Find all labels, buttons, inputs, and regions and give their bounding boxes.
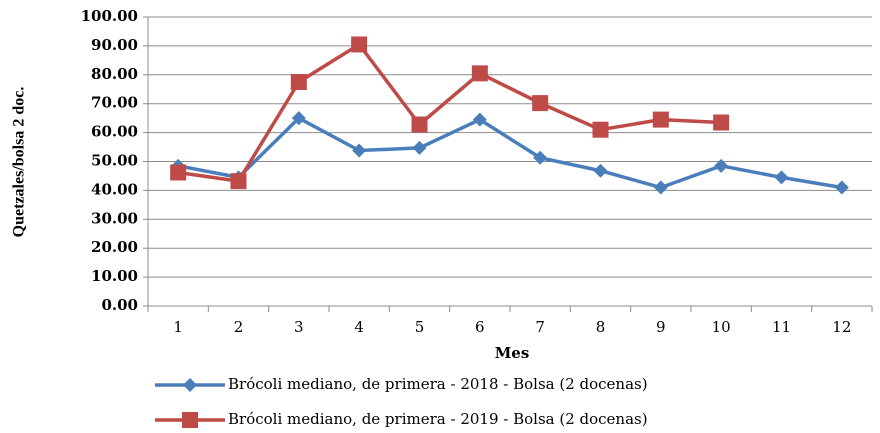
marker: [593, 163, 608, 178]
marker: [182, 412, 198, 428]
x-tick-label: 3: [294, 318, 304, 336]
marker: [291, 111, 306, 126]
x-tick-label: 8: [596, 318, 606, 336]
marker: [472, 112, 487, 127]
marker: [774, 170, 789, 185]
marker: [352, 143, 367, 158]
x-axis-label: Mes: [495, 344, 530, 362]
marker: [351, 36, 368, 53]
x-tick-label: 10: [712, 318, 731, 336]
y-tick-label: 50.00: [91, 152, 138, 170]
series-line: [177, 42, 722, 183]
marker: [714, 158, 729, 173]
x-tick-label: 12: [832, 318, 851, 336]
y-tick-label: 60.00: [91, 123, 138, 141]
y-tick-label: 10.00: [91, 267, 138, 285]
marker: [713, 114, 730, 131]
legend-label: Brócoli mediano, de primera - 2018 - Bol…: [228, 375, 648, 393]
marker: [533, 150, 548, 165]
x-tick-label: 2: [234, 318, 244, 336]
series-line: [177, 116, 843, 190]
marker: [471, 65, 488, 82]
marker: [652, 111, 669, 128]
y-tick-label: 90.00: [91, 36, 138, 54]
y-tick-label: 40.00: [91, 180, 138, 198]
x-tick-label: 6: [475, 318, 485, 336]
marker: [183, 378, 197, 392]
y-tick-label: 100.00: [81, 7, 138, 25]
marker: [532, 95, 549, 112]
marker: [290, 74, 307, 91]
marker: [170, 164, 187, 181]
x-tick-label: 5: [415, 318, 425, 336]
marker: [834, 180, 849, 195]
y-tick-label: 70.00: [91, 94, 138, 112]
legend-label: Brócoli mediano, de primera - 2019 - Bol…: [228, 410, 648, 428]
y-axis-label: Quetzales/bolsa 2 doc.: [11, 87, 28, 238]
marker: [411, 116, 428, 133]
y-tick-label: 0.00: [101, 296, 138, 314]
x-tick-label: 9: [656, 318, 666, 336]
x-tick-label: 4: [354, 318, 364, 336]
marker: [412, 140, 427, 155]
marker: [653, 180, 668, 195]
y-tick-label: 20.00: [91, 238, 138, 256]
x-tick-label: 7: [535, 318, 545, 336]
marker: [230, 173, 247, 190]
y-tick-label: 30.00: [91, 209, 138, 227]
y-tick-label: 80.00: [91, 65, 138, 83]
x-tick-label: 11: [772, 318, 791, 336]
x-tick-label: 1: [173, 318, 183, 336]
marker: [592, 121, 609, 138]
